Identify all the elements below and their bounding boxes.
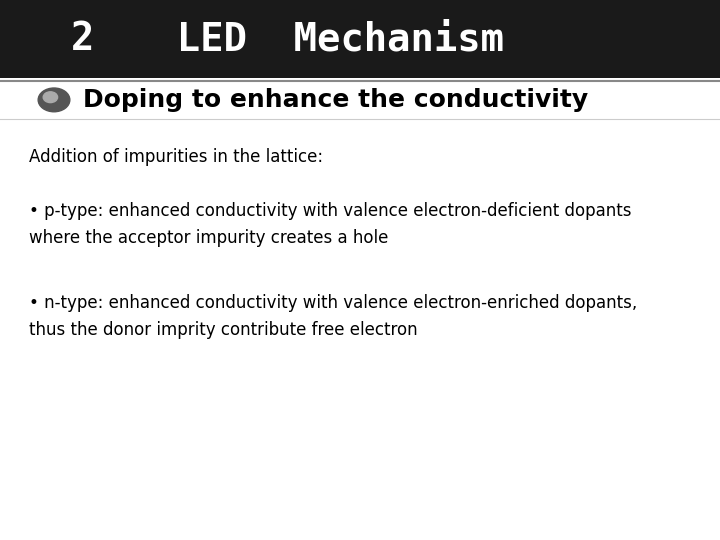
Text: • p-type: enhanced conductivity with valence electron-deficient dopants
where th: • p-type: enhanced conductivity with val… <box>29 202 631 247</box>
Text: 2: 2 <box>71 20 94 58</box>
Circle shape <box>38 88 70 112</box>
Text: Addition of impurities in the lattice:: Addition of impurities in the lattice: <box>29 148 323 166</box>
FancyBboxPatch shape <box>0 0 720 78</box>
Text: • n-type: enhanced conductivity with valence electron-enriched dopants,
thus the: • n-type: enhanced conductivity with val… <box>29 294 637 339</box>
Text: Doping to enhance the conductivity: Doping to enhance the conductivity <box>83 88 588 112</box>
Circle shape <box>43 92 58 103</box>
Text: LED  Mechanism: LED Mechanism <box>130 20 503 58</box>
